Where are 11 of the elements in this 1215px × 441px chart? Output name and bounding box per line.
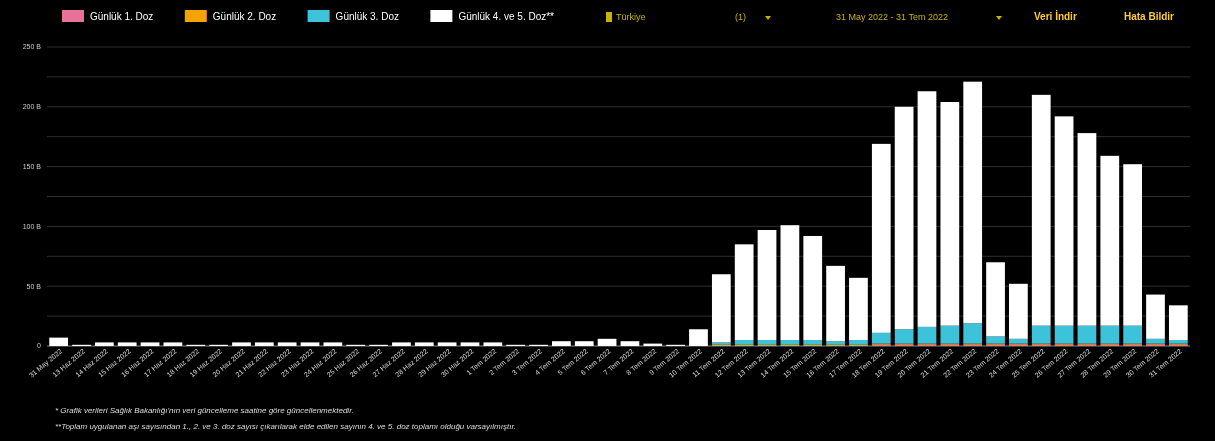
- legend-label: Günlük 3. Doz: [335, 11, 399, 22]
- text: Hata Bildir: [1124, 11, 1175, 22]
- text: * Grafik verileri Sağlık Bakanlığı'nın veri güncelleme saatine göre güncellenmektedir.: [55, 406, 354, 415]
- legend-label: Günlük 4. ve 5. Doz**: [458, 11, 555, 22]
- text: Veri İndir: [1034, 10, 1077, 22]
- legend-label: Günlük 1. Doz: [90, 11, 154, 22]
- legend-label: Günlük 2. Doz: [212, 11, 277, 22]
- text: Türkiye: [616, 12, 646, 22]
- text: 31 May 2022 - 31 Tem 2022: [836, 12, 948, 22]
- text: (1): [735, 12, 746, 22]
- text: **Toplam uygulanan aşı sayısından 1., 2. ve 3. doz sayısı çıkarılarak elde edilen sayının 4. ve 5. doz toplamı olduğu varsayılmıştır.: [55, 422, 516, 431]
